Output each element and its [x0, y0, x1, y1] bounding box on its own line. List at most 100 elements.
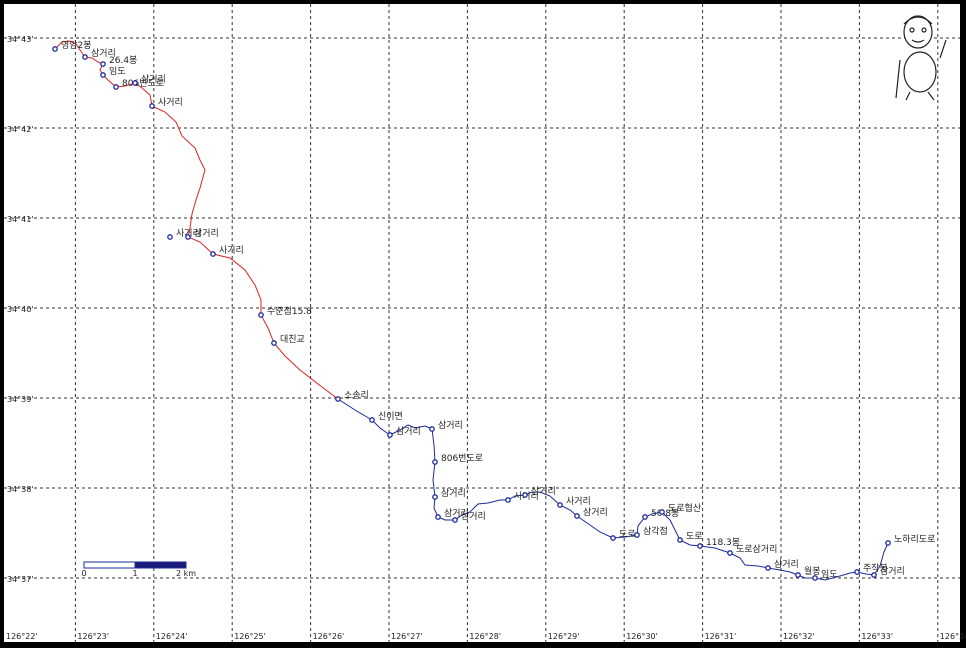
lon-label: 126°22' — [6, 632, 38, 641]
waypoint — [113, 84, 119, 90]
waypoint — [52, 46, 58, 52]
waypoint-label: 26.4봉 — [109, 55, 137, 66]
waypoint — [210, 251, 216, 257]
waypoint — [167, 234, 173, 240]
waypoint — [432, 494, 438, 500]
waypoint — [132, 80, 138, 86]
waypoint-label: 사거리 — [566, 496, 591, 507]
waypoint-label: 806번도로 — [441, 453, 483, 464]
lat-label: 34°41' — [7, 215, 34, 224]
lon-label: 126°24' — [156, 632, 188, 641]
scale-label: 1 — [132, 569, 137, 578]
waypoint-label: 소송리 — [344, 390, 369, 401]
waypoint — [149, 103, 155, 109]
lon-label: 126°28' — [469, 632, 501, 641]
waypoint-label: 사거리 — [176, 228, 201, 239]
waypoint — [271, 340, 277, 346]
waypoint-label: 삼거리 — [194, 228, 219, 239]
waypoint-label: 806번도로 — [122, 78, 164, 89]
waypoint-label: 삼거리 — [441, 488, 466, 499]
lat-label: 34°40' — [7, 305, 34, 314]
waypoint — [100, 72, 106, 78]
waypoint-label: 삼거리 — [91, 48, 116, 59]
track-red — [54, 40, 339, 400]
lat-label: 34°37' — [7, 575, 34, 584]
waypoint-label: 삼각점 — [643, 525, 668, 537]
waypoint — [634, 532, 640, 538]
logo — [895, 15, 947, 101]
waypoint-label: 도로협산 — [668, 502, 701, 514]
waypoint-label: 신이면 — [378, 411, 403, 422]
lon-label: 126°34' — [940, 632, 966, 641]
scale-segment — [83, 561, 136, 569]
waypoint — [432, 459, 438, 465]
lon-label: 126°31' — [705, 632, 737, 641]
waypoint — [871, 572, 877, 578]
lon-label: 126°32' — [783, 632, 815, 641]
waypoint — [387, 432, 393, 438]
lon-label: 126°29' — [548, 632, 580, 641]
waypoint — [335, 396, 341, 402]
lon-label: 126°23' — [77, 632, 109, 641]
lon-label: 126°30' — [626, 632, 658, 641]
scale-bar: 0 1 2 km — [81, 561, 196, 578]
waypoint-label: 삼거리 — [438, 420, 463, 431]
waypoint-label: 삼거리 — [531, 486, 556, 497]
waypoint-label: 주작봉 — [863, 563, 888, 574]
waypoint — [642, 514, 648, 520]
lat-label: 34°43' — [7, 35, 34, 44]
lon-label: 126°33' — [861, 632, 893, 641]
waypoint-label: 임도 — [109, 65, 126, 77]
waypoint — [727, 550, 733, 556]
waypoint-label: 도로삼거리 — [736, 544, 777, 555]
waypoint — [795, 572, 801, 578]
waypoint-label: 삼거리 — [444, 508, 469, 519]
lon-label: 126°26' — [313, 632, 345, 641]
waypoint — [100, 61, 106, 67]
waypoint-label: 사거리 — [219, 245, 244, 256]
waypoint — [452, 517, 458, 523]
waypoint — [435, 514, 441, 520]
lat-label: 34°38' — [7, 485, 34, 494]
waypoint-label: 삼거리 — [774, 559, 799, 570]
waypoint — [610, 535, 616, 541]
waypoint-label: 삼거리 — [396, 426, 421, 437]
waypoint — [557, 502, 563, 508]
waypoint — [677, 537, 683, 543]
waypoint — [574, 513, 580, 519]
waypoint-label: 도로 — [619, 530, 636, 540]
waypoint-label: 임도 — [821, 568, 838, 580]
waypoint — [659, 509, 665, 515]
waypoint — [369, 417, 375, 423]
waypoint — [812, 575, 818, 581]
waypoint — [505, 497, 511, 503]
waypoint-label: 노하리도로 — [894, 534, 935, 545]
waypoint — [429, 426, 435, 432]
waypoint — [82, 54, 88, 60]
waypoint — [765, 565, 771, 571]
waypoint — [522, 492, 528, 498]
waypoint-label: 대친교 — [280, 334, 305, 345]
waypoint-label: 삼거리 — [141, 74, 166, 85]
waypoint-label: 50.8봉 — [651, 508, 679, 519]
scale-label: 2 km — [176, 569, 196, 578]
waypoint — [854, 569, 860, 575]
lat-label: 34°39' — [7, 395, 34, 404]
waypoint — [185, 234, 191, 240]
waypoint-label: 삼거리 — [583, 507, 608, 518]
map-area — [4, 4, 960, 642]
waypoint-label: 영암2봉 — [61, 39, 92, 51]
lon-label: 126°25' — [234, 632, 266, 641]
waypoint — [885, 540, 891, 546]
waypoint-label: 월봉 — [804, 565, 821, 577]
waypoint-label: 118.3봉 — [706, 537, 740, 548]
waypoint-label: 삼거리 — [880, 566, 905, 577]
waypoints: 영암2봉삼거리26.4봉임도806번도로삼거리사거리사거리삼거리사거리수준점15… — [52, 39, 935, 581]
waypoint-label: 도로 — [686, 532, 703, 542]
waypoint-label: 삼거리 — [461, 511, 486, 522]
grid — [4, 4, 960, 642]
lon-label: 126°27' — [391, 632, 423, 641]
waypoint — [258, 312, 264, 318]
